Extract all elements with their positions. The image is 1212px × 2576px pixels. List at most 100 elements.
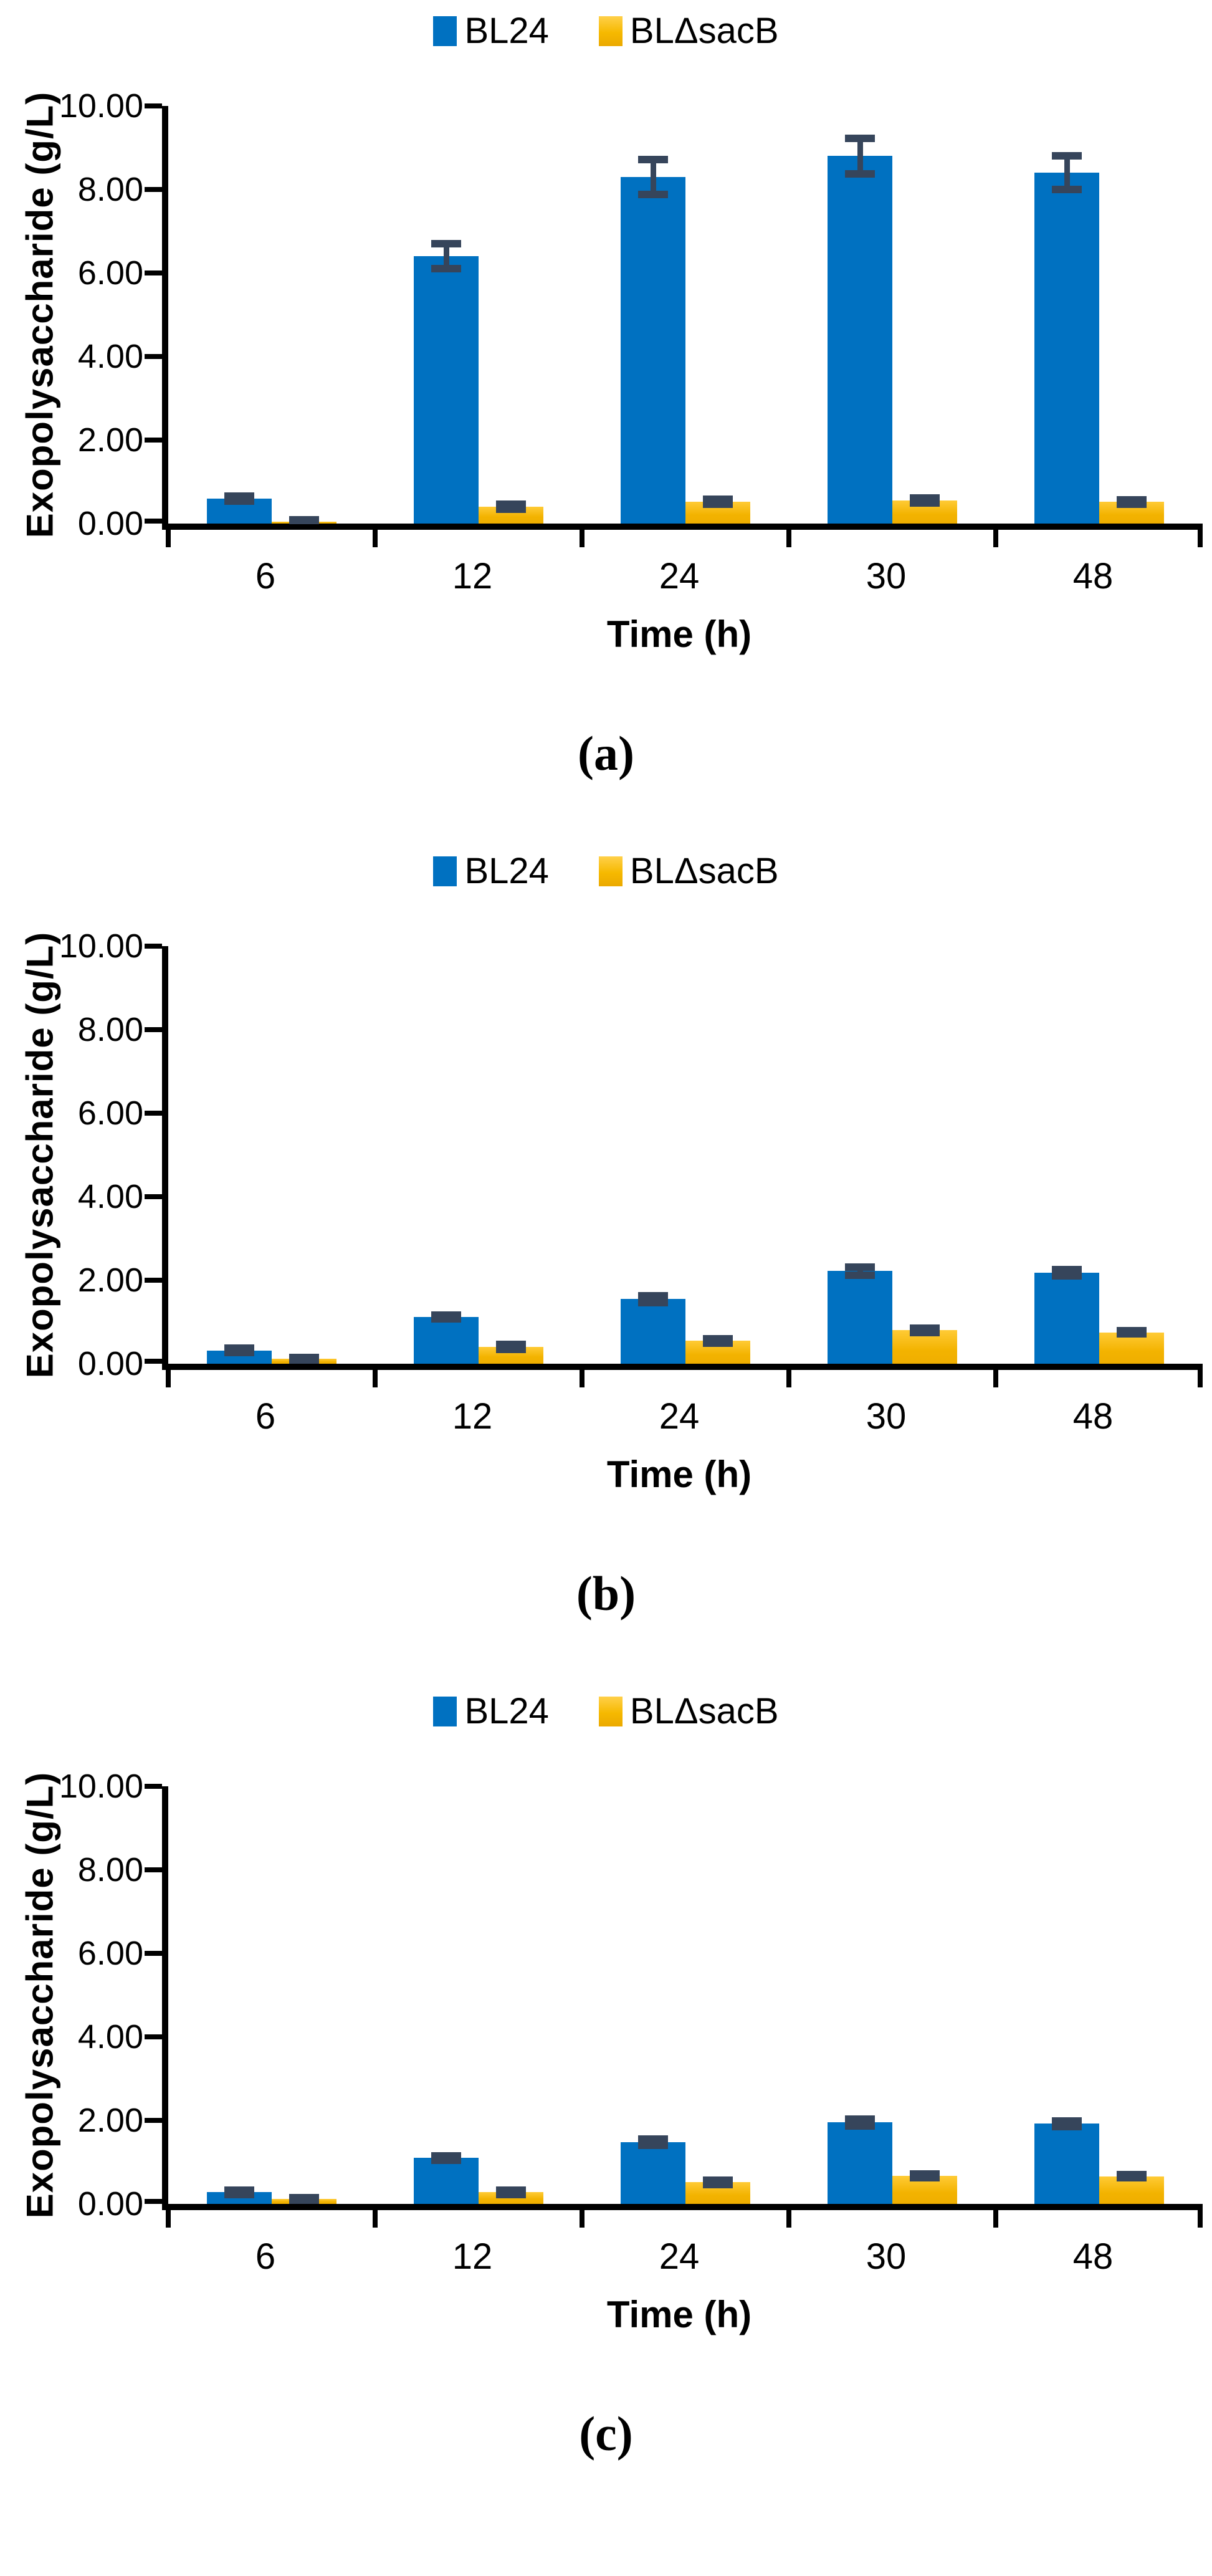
figure: BL24 BLΔsacB Exopolysaccharide (g/L) 10.00 8… xyxy=(0,11,1212,2458)
x-tick-label: 24 xyxy=(659,556,700,596)
legend-swatch-blsacb-icon xyxy=(598,16,623,46)
legend-item-blsacb: BLΔsacB xyxy=(598,853,779,889)
x-tick-mark xyxy=(786,1370,791,1387)
y-tick-mark xyxy=(145,944,162,949)
legend-swatch-bl24-icon xyxy=(433,856,457,886)
x-tick-label: 12 xyxy=(452,2236,493,2277)
x-tick-labels: 6 12 24 30 48 xyxy=(162,558,1196,595)
y-tick-label: 0.00 xyxy=(77,1345,143,1382)
error-bar-cap-bottom xyxy=(224,497,254,505)
error-bar-cap-top xyxy=(1052,152,1082,160)
y-tick-label: 2.00 xyxy=(77,1262,143,1299)
error-bar-cap-top xyxy=(1052,1265,1082,1273)
y-tick-mark xyxy=(145,187,162,192)
x-tick-label: 24 xyxy=(659,2236,700,2277)
error-bar-line xyxy=(857,138,863,174)
y-tick-label: 4.00 xyxy=(77,1178,143,1215)
y-tick-label: 0.00 xyxy=(77,2185,143,2223)
x-axis-title: Time (h) xyxy=(606,1453,752,1495)
bar-12h-bl24 xyxy=(414,2158,479,2204)
error-bar-cap-bottom xyxy=(289,516,319,524)
bar-30h-bl24 xyxy=(828,156,892,524)
x-tick-label: 6 xyxy=(255,2236,276,2277)
chart-area: Exopolysaccharide (g/L) 10.00 8.00 6.00 4.00… xyxy=(11,1769,1212,2228)
error-bar-cap-bottom xyxy=(1117,1330,1147,1338)
error-bar-cap-top xyxy=(845,1263,875,1271)
bar-24h-bl24 xyxy=(621,1299,685,1364)
y-axis-title-text: Exopolysaccharide (g/L) xyxy=(19,931,61,1379)
y-tick-labels: 10.00 8.00 6.00 4.00 2.00 0.00 xyxy=(59,929,162,1381)
legend: BL24 BLΔsacB xyxy=(0,851,1212,891)
error-bar-cap-bottom xyxy=(431,2156,461,2164)
error-bar-cap-bottom xyxy=(1117,2174,1147,2182)
y-tick-mark xyxy=(145,271,162,275)
legend-item-blsacb: BLΔsacB xyxy=(598,1693,779,1730)
x-tick-label: 30 xyxy=(866,556,907,596)
y-tick-mark xyxy=(145,1359,162,1364)
bar-6h-bl24 xyxy=(207,1350,272,1364)
legend-item-bl24: BL24 xyxy=(433,1691,549,1731)
y-tick-label: 8.00 xyxy=(77,171,143,208)
error-bar-cap-bottom xyxy=(431,265,461,273)
x-tick-label: 48 xyxy=(1072,1396,1114,1437)
y-tick-labels: 10.00 8.00 6.00 4.00 2.00 0.00 xyxy=(59,1769,162,2221)
legend-label: BLΔsacB xyxy=(629,11,779,51)
x-tick-label: 30 xyxy=(866,2236,907,2277)
legend: BL24 BLΔsacB xyxy=(0,1692,1212,1731)
x-tick-mark xyxy=(166,1370,171,1387)
error-bar-cap-bottom xyxy=(289,1356,319,1364)
error-bar-cap-top xyxy=(431,240,461,248)
y-tick-label: 6.00 xyxy=(77,1094,143,1132)
error-bar-cap-bottom xyxy=(845,2122,875,2130)
x-tick-label: 12 xyxy=(452,1396,493,1437)
legend-item-blsacb: BLΔsacB xyxy=(598,11,779,51)
x-tick-mark xyxy=(993,1370,998,1387)
y-tick-label: 6.00 xyxy=(77,254,143,292)
x-tick-mark xyxy=(373,2210,378,2228)
x-tick-label: 48 xyxy=(1072,556,1114,596)
bar-12h-bl24 xyxy=(414,256,479,524)
y-tick-mark xyxy=(145,103,162,108)
y-tick-label: 4.00 xyxy=(77,2018,143,2056)
x-tick-mark xyxy=(786,2210,791,2228)
error-bar-cap-bottom xyxy=(1052,1272,1082,1280)
x-tick-mark xyxy=(993,2210,998,2228)
x-tick-mark xyxy=(373,1370,378,1387)
error-bar-cap-bottom xyxy=(224,2190,254,2198)
chart-c: BL24 BLΔsacB Exopolysaccharide (g/L) 10.00 8… xyxy=(0,1692,1212,2458)
y-tick-label: 10.00 xyxy=(59,87,143,125)
x-tick-label: 6 xyxy=(255,556,276,596)
x-axis-title: Time (h) xyxy=(606,2294,752,2335)
y-tick-label: 0.00 xyxy=(77,505,143,542)
x-tick-label: 12 xyxy=(452,556,493,596)
y-tick-mark xyxy=(145,1951,162,1956)
x-tick-mark xyxy=(166,530,171,547)
y-tick-label: 6.00 xyxy=(77,1935,143,1972)
x-tick-labels: 6 12 24 30 48 xyxy=(162,1399,1196,1435)
y-axis-title-text: Exopolysaccharide (g/L) xyxy=(19,91,61,539)
error-bar-cap-bottom xyxy=(496,505,526,514)
error-bar-cap-top xyxy=(845,135,875,143)
x-tick-mark xyxy=(1198,1370,1203,1387)
x-tick-label: 6 xyxy=(255,1396,276,1437)
error-bar-cap-bottom xyxy=(638,2141,668,2149)
error-bar-cap-bottom xyxy=(845,1271,875,1279)
legend-label: BL24 xyxy=(464,11,549,51)
bar-48h-bl24 xyxy=(1034,1272,1099,1364)
error-bar-cap-bottom xyxy=(1052,186,1082,193)
error-bar-cap-top xyxy=(1052,2117,1082,2125)
bar-48h-bl24 xyxy=(1034,2124,1099,2204)
bar-30h-bl24 xyxy=(828,1271,892,1364)
y-tick-label: 10.00 xyxy=(59,927,143,965)
y-tick-mark xyxy=(145,1784,162,1789)
y-tick-labels: 10.00 8.00 6.00 4.00 2.00 0.00 xyxy=(59,89,162,540)
y-axis-title-text: Exopolysaccharide (g/L) xyxy=(19,1771,61,2219)
chart-b: BL24 BLΔsacB Exopolysaccharide (g/L) 10.00 8… xyxy=(0,851,1212,1618)
y-tick-label: 4.00 xyxy=(77,338,143,375)
x-tick-mark xyxy=(786,530,791,547)
error-bar-line xyxy=(1064,156,1070,189)
error-bar-cap-bottom xyxy=(910,2173,940,2181)
error-bar-cap-top xyxy=(845,2115,875,2123)
y-tick-label: 2.00 xyxy=(77,421,143,459)
legend-label: BL24 xyxy=(464,1691,549,1731)
